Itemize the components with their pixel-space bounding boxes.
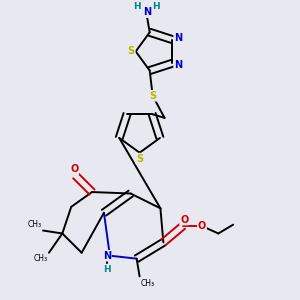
Text: H: H — [152, 2, 160, 11]
Text: CH₃: CH₃ — [33, 254, 47, 263]
Text: S: S — [149, 91, 156, 101]
Text: O: O — [70, 164, 78, 174]
Text: H: H — [103, 265, 111, 274]
Text: N: N — [143, 7, 151, 17]
Text: N: N — [174, 33, 182, 43]
Text: S: S — [136, 154, 143, 164]
Text: CH₃: CH₃ — [27, 220, 41, 229]
Text: H: H — [134, 2, 141, 11]
Text: N: N — [174, 60, 182, 70]
Text: N: N — [103, 251, 111, 261]
Text: O: O — [180, 214, 188, 225]
Text: O: O — [198, 221, 206, 231]
Text: CH₃: CH₃ — [141, 279, 155, 288]
Text: S: S — [128, 46, 135, 56]
